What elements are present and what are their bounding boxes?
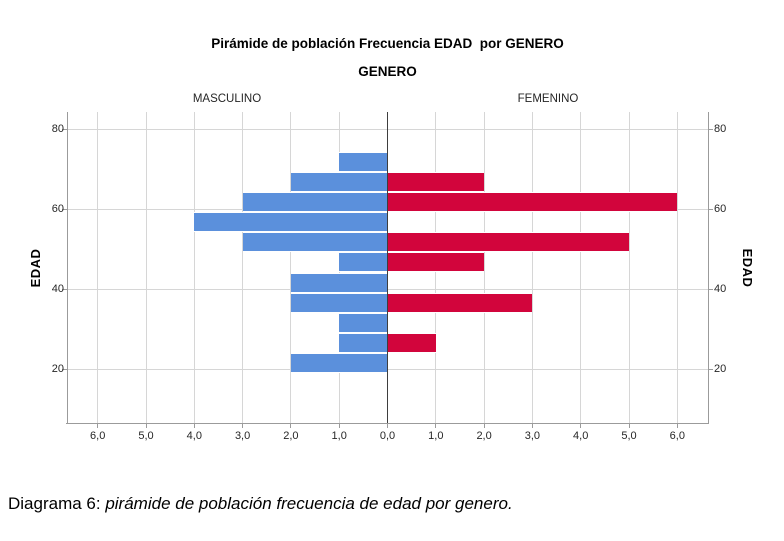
gridline-vertical xyxy=(193,112,195,423)
x-tick-label: 1,0 xyxy=(428,430,444,442)
y-tick-label-right: 80 xyxy=(714,123,727,135)
x-tick-label: 1,0 xyxy=(331,430,347,442)
bar-masculino-64-69 xyxy=(290,172,388,193)
x-axis-tick xyxy=(387,423,388,428)
y-tick-label-left: 20 xyxy=(51,363,64,375)
y-axis-tick-left xyxy=(62,208,67,210)
x-axis-tick xyxy=(628,423,630,428)
x-tick-label: 2,0 xyxy=(283,430,299,442)
bar-masculino-69-74 xyxy=(339,151,388,172)
y-tick-label-left: 80 xyxy=(51,123,64,135)
bar-masculino-54-59 xyxy=(194,212,388,233)
bar-femenino-24-29 xyxy=(387,332,436,353)
x-tick-label: 3,0 xyxy=(234,430,251,442)
panel-header-femenino: FEMENINO xyxy=(517,93,579,105)
chart-subtitle: GENERO xyxy=(358,64,417,79)
x-tick-label: 6,0 xyxy=(669,430,685,442)
gridline-vertical xyxy=(531,112,533,423)
y-axis-tick-right xyxy=(708,128,713,130)
gridline-vertical xyxy=(628,112,630,423)
y-tick-label-left: 40 xyxy=(51,283,64,295)
y-axis-tick-right xyxy=(708,368,713,370)
bar-masculino-34-39 xyxy=(290,292,388,313)
x-axis-tick xyxy=(193,423,195,428)
bar-masculino-49-54 xyxy=(242,232,388,253)
axis-frame-left xyxy=(66,112,68,423)
caption-text: pirámide de población frecuencia de edad… xyxy=(105,494,513,513)
y-tick-label-right: 40 xyxy=(714,283,727,295)
y-axis-tick-right xyxy=(708,288,713,290)
panel-header-masculino: MASCULINO xyxy=(192,93,262,105)
y-axis-tick-right xyxy=(708,208,713,210)
gridline-vertical xyxy=(290,112,292,423)
bar-femenino-34-39 xyxy=(387,292,533,313)
gridline-vertical xyxy=(97,112,99,423)
gridline-vertical xyxy=(145,112,147,423)
y-tick-label-right: 60 xyxy=(714,203,727,215)
caption: Diagrama 6: pirámide de población frecue… xyxy=(8,494,778,514)
x-tick-label: 6,0 xyxy=(90,430,106,442)
caption-prefix: Diagrama 6: xyxy=(8,494,106,513)
x-axis-tick xyxy=(338,423,340,428)
bar-femenino-44-49 xyxy=(387,252,485,273)
axis-frame-right xyxy=(707,112,709,423)
gridline-vertical xyxy=(676,112,678,423)
x-axis-tick xyxy=(580,423,582,428)
x-axis-tick xyxy=(97,423,99,428)
x-axis-tick xyxy=(676,423,678,428)
x-tick-label: 0,0 xyxy=(379,430,396,442)
center-axis-line xyxy=(386,112,389,428)
x-axis-tick xyxy=(483,423,485,428)
y-axis-tick-left xyxy=(62,128,67,130)
bar-masculino-39-44 xyxy=(290,272,388,293)
bar-masculino-44-49 xyxy=(339,252,388,273)
bar-masculino-24-29 xyxy=(339,332,388,353)
x-tick-label: 2,0 xyxy=(476,430,492,442)
x-axis-tick xyxy=(145,423,147,428)
bar-femenino-49-54 xyxy=(387,232,629,253)
bar-femenino-59-64 xyxy=(387,192,678,213)
x-tick-label: 3,0 xyxy=(524,430,541,442)
x-tick-label: 5,0 xyxy=(621,430,637,442)
gridline-vertical xyxy=(483,112,485,423)
bar-masculino-29-34 xyxy=(339,312,388,333)
x-tick-label: 4,0 xyxy=(573,430,589,442)
x-axis-tick xyxy=(242,423,244,428)
y-axis-tick-left xyxy=(62,288,67,290)
x-tick-label: 4,0 xyxy=(186,430,202,442)
x-axis-tick xyxy=(531,423,533,428)
bar-masculino-19-24 xyxy=(290,352,388,373)
y-axis-tick-left xyxy=(62,368,67,370)
gridline-vertical xyxy=(580,112,582,423)
gridline-vertical xyxy=(242,112,244,423)
chart-title: Pirámide de población Frecuencia EDAD po… xyxy=(211,36,564,51)
bar-masculino-59-64 xyxy=(242,192,388,213)
bar-femenino-64-69 xyxy=(387,172,485,193)
x-axis-tick xyxy=(435,423,437,428)
x-axis-tick xyxy=(290,423,292,428)
y-tick-label-left: 60 xyxy=(51,203,64,215)
x-tick-label: 5,0 xyxy=(138,430,154,442)
y-tick-label-right: 20 xyxy=(714,363,727,375)
